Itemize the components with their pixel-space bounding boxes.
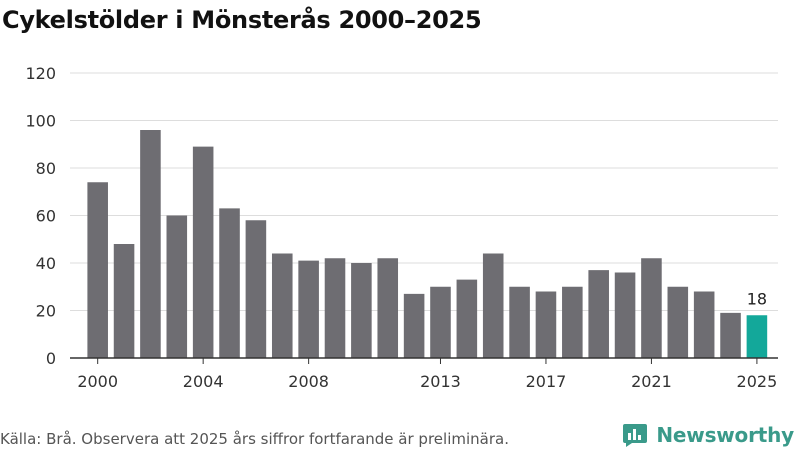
x-tick-label: 2004 <box>183 372 224 391</box>
bar-2006 <box>245 220 267 358</box>
newsworthy-logo-icon <box>623 424 648 447</box>
bar-2015 <box>482 253 504 358</box>
brand-logo: Newsworthy <box>622 420 794 450</box>
bar-2016 <box>509 286 530 358</box>
x-tick-label: 2025 <box>737 372 778 391</box>
bar-2020 <box>614 272 636 358</box>
data-label: 18 <box>747 289 767 308</box>
gridlines <box>70 72 778 311</box>
y-tick-label: 40 <box>36 254 56 273</box>
bar-2004 <box>192 146 214 358</box>
bar-2024 <box>720 312 741 358</box>
bar-2003 <box>166 215 188 358</box>
bar-2014 <box>456 279 478 358</box>
bar-2013 <box>430 286 451 358</box>
bar-2010 <box>351 263 372 358</box>
bar-2008 <box>298 260 319 358</box>
y-tick-label: 80 <box>36 159 56 178</box>
brand-name: Newsworthy <box>656 423 794 447</box>
bar-2023 <box>693 291 715 358</box>
bar-2019 <box>588 270 609 358</box>
x-tick-label: 2013 <box>420 372 461 391</box>
data-labels: 18 <box>747 289 767 308</box>
bar-2000 <box>87 182 108 358</box>
x-tick-label: 2021 <box>631 372 672 391</box>
bar-2009 <box>324 258 346 358</box>
y-tick-label: 0 <box>46 349 56 368</box>
y-tick-label: 120 <box>25 64 56 83</box>
y-tick-label: 100 <box>25 112 56 131</box>
bar-2022 <box>667 286 689 358</box>
bar-2005 <box>219 208 240 358</box>
x-tick-label: 2017 <box>526 372 567 391</box>
bar-2002 <box>140 130 161 358</box>
bar-2012 <box>403 293 425 358</box>
bar-2007 <box>271 253 293 358</box>
bar-2025 <box>746 315 768 358</box>
y-tick-label: 60 <box>36 207 56 226</box>
x-tick-label: 2000 <box>77 372 118 391</box>
y-tick-label: 20 <box>36 302 56 321</box>
bar-chart: 0 20 40 60 80 100 120 2000 2004 2008 2013 2017 2021… <box>25 64 778 391</box>
chart-title: Cykelstölder i Mönsterås 2000–2025 <box>2 6 482 34</box>
bar-2017 <box>535 291 557 358</box>
source-note: Källa: Brå. Observera att 2025 års siffr… <box>0 430 509 448</box>
x-tick-label: 2008 <box>288 372 329 391</box>
bar-2018 <box>562 286 583 358</box>
x-axis-tick-labels: 2000 2004 2008 2013 2017 2021 2025 <box>77 358 777 391</box>
bars <box>87 130 768 358</box>
bar-2011 <box>377 258 399 358</box>
bar-2001 <box>113 244 135 358</box>
y-axis-tick-labels: 0 20 40 60 80 100 120 <box>25 64 56 368</box>
bar-2021 <box>641 258 662 358</box>
